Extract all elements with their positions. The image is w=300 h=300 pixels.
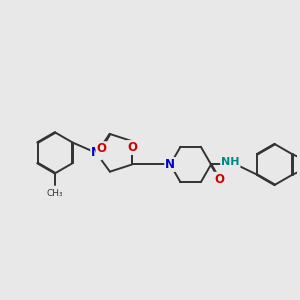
Text: N: N (165, 158, 175, 171)
Text: NH: NH (221, 157, 240, 167)
Text: N: N (91, 146, 101, 159)
Text: O: O (214, 173, 224, 186)
Text: O: O (127, 141, 137, 154)
Text: O: O (96, 142, 106, 155)
Text: CH₃: CH₃ (47, 189, 64, 198)
